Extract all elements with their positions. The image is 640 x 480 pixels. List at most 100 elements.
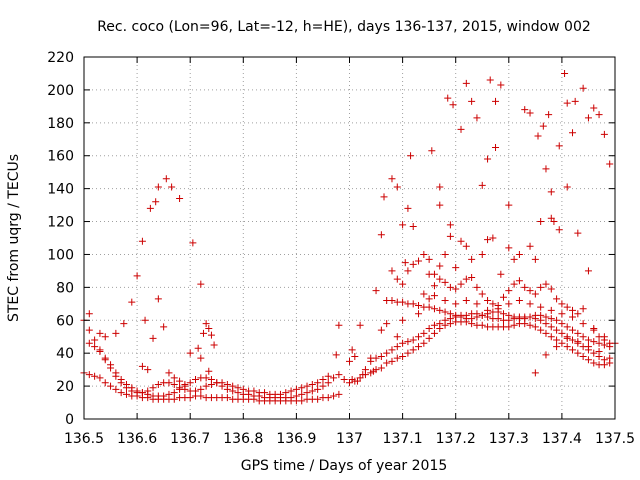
x-tick-label: 137.2 <box>436 431 476 447</box>
data-point <box>223 394 231 402</box>
grid-lines <box>84 57 615 419</box>
data-point <box>186 394 194 402</box>
data-point <box>202 374 210 382</box>
data-point <box>205 325 213 332</box>
data-point <box>537 303 545 311</box>
data-point <box>590 359 598 367</box>
data-point <box>415 257 423 265</box>
data-point <box>383 349 391 357</box>
data-point <box>176 377 184 385</box>
x-tick-label: 137.1 <box>383 431 423 447</box>
data-point <box>505 201 513 209</box>
data-point <box>430 321 438 329</box>
y-tick-label: 60 <box>56 313 74 329</box>
data-point <box>505 311 513 319</box>
y-tick-label: 200 <box>47 83 74 99</box>
data-point <box>210 341 218 349</box>
data-point <box>128 387 136 395</box>
data-point <box>91 336 99 344</box>
data-point <box>526 300 534 308</box>
data-point <box>515 297 523 305</box>
data-point <box>478 250 486 258</box>
data-point <box>404 349 412 357</box>
data-point <box>558 339 566 347</box>
data-point <box>547 323 555 331</box>
data-point <box>420 250 428 258</box>
data-point <box>314 395 322 403</box>
data-point <box>436 275 444 283</box>
data-point <box>192 376 200 384</box>
data-point <box>505 287 513 295</box>
data-point <box>308 387 316 395</box>
data-point <box>138 237 146 245</box>
data-point <box>542 320 550 328</box>
data-point <box>558 300 566 308</box>
data-point <box>430 305 438 313</box>
data-point <box>486 76 494 84</box>
data-point <box>542 280 550 288</box>
data-point <box>531 290 539 298</box>
data-point <box>452 311 460 319</box>
data-point <box>473 313 481 321</box>
data-point <box>584 356 592 364</box>
data-point <box>569 129 577 137</box>
data-point <box>348 346 356 354</box>
data-point <box>149 384 157 392</box>
data-point <box>444 94 452 102</box>
data-point <box>579 84 587 92</box>
data-point <box>96 329 104 337</box>
y-tick-labels: 0 20 40 60 80 100 120 140 160 180 200 220 <box>47 50 74 428</box>
data-point <box>377 364 385 372</box>
data-point <box>415 343 423 351</box>
data-point <box>430 292 438 300</box>
data-point <box>579 320 587 328</box>
data-point <box>404 338 412 346</box>
data-point <box>547 188 555 196</box>
x-tick-label: 136.9 <box>276 431 316 447</box>
data-point <box>579 333 587 341</box>
data-point <box>521 315 529 323</box>
data-point <box>367 369 375 377</box>
data-point <box>563 303 571 311</box>
data-point <box>590 338 598 346</box>
data-point <box>489 234 497 242</box>
data-point <box>197 354 205 362</box>
data-point <box>85 310 93 318</box>
data-point <box>425 325 433 332</box>
data-point <box>547 315 555 323</box>
data-point <box>122 384 130 392</box>
data-point <box>202 320 210 328</box>
data-point <box>168 183 176 191</box>
data-point <box>425 303 433 311</box>
data-point <box>446 283 454 291</box>
data-point <box>165 379 173 387</box>
data-point <box>436 183 444 191</box>
data-point <box>510 321 518 329</box>
data-point <box>545 111 553 119</box>
data-point <box>372 354 380 362</box>
data-point <box>372 366 380 374</box>
data-point <box>430 329 438 337</box>
data-point <box>154 183 162 191</box>
data-point <box>197 392 205 400</box>
data-point <box>377 352 385 360</box>
data-point <box>537 218 545 226</box>
data-point <box>563 343 571 351</box>
data-point <box>170 374 178 382</box>
data-point <box>574 329 582 337</box>
data-point <box>478 181 486 189</box>
data-point <box>202 382 210 390</box>
data-point <box>468 97 476 105</box>
data-point <box>521 106 529 114</box>
data-point <box>584 267 592 275</box>
data-point <box>457 313 465 321</box>
data-point <box>401 259 409 267</box>
data-point <box>101 379 109 387</box>
data-point <box>207 331 215 339</box>
data-point <box>468 255 476 263</box>
data-point <box>462 275 470 283</box>
data-point <box>574 349 582 357</box>
data-point <box>319 382 327 390</box>
data-point <box>449 101 457 109</box>
